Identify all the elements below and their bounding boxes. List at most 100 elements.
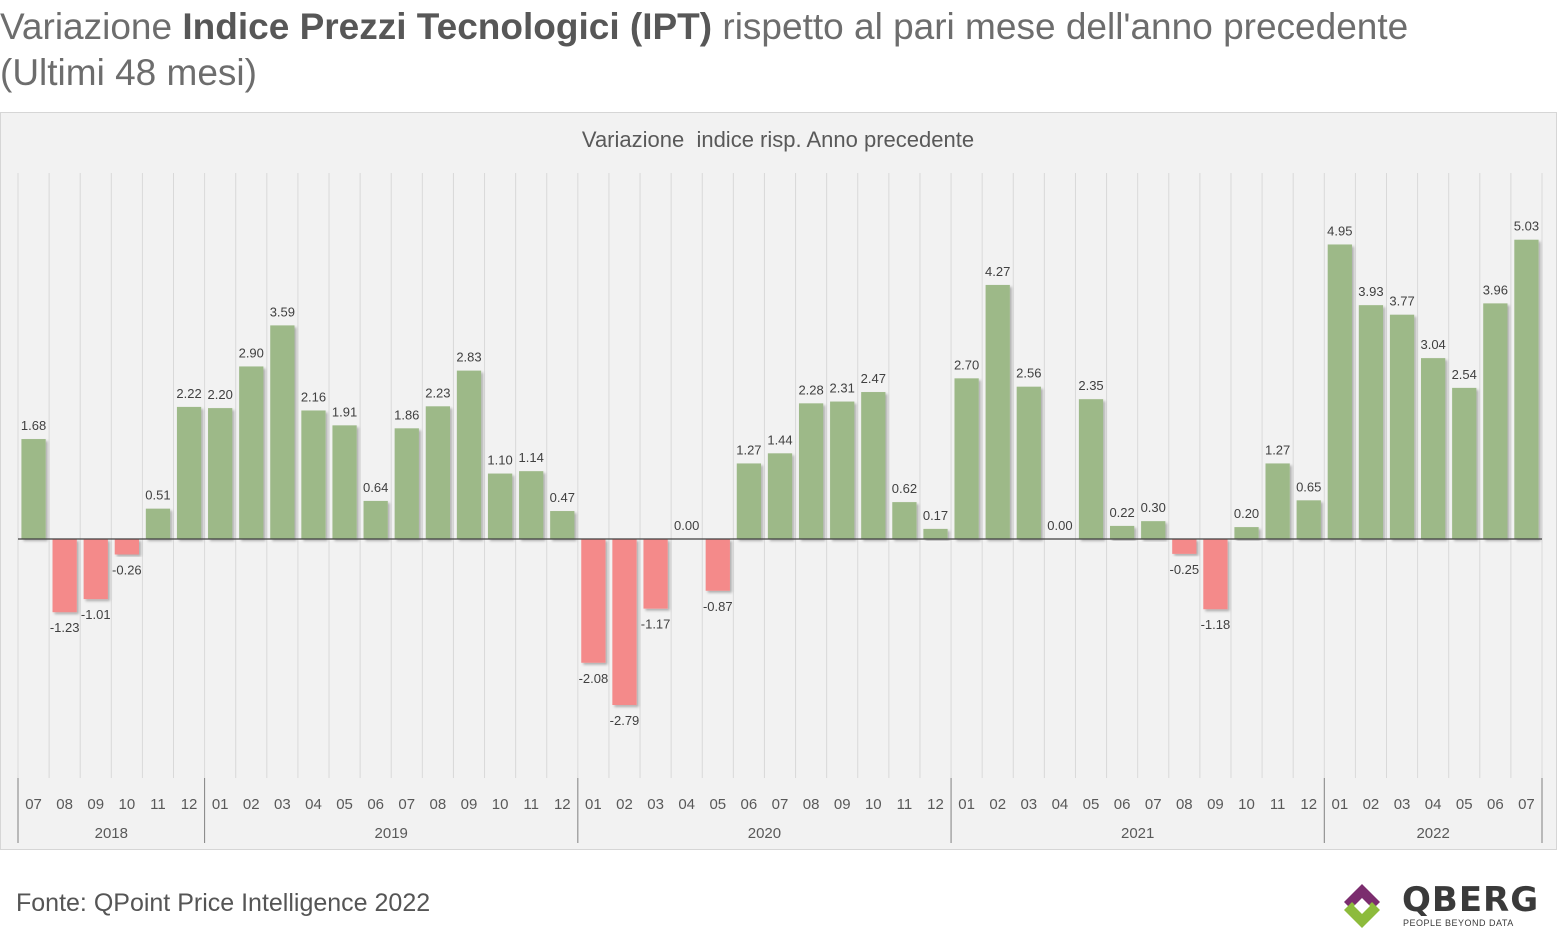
bar-36 xyxy=(1141,521,1165,539)
month-tick-label-15: 10 xyxy=(492,796,509,813)
month-tick-label-2: 09 xyxy=(87,796,104,813)
data-label-48: 5.03 xyxy=(1514,219,1539,234)
bar-22 xyxy=(706,539,730,591)
bar-48 xyxy=(1514,240,1538,539)
month-tick-label-35: 06 xyxy=(1114,796,1131,813)
month-tick-label-39: 10 xyxy=(1238,796,1255,813)
heading-line2: (Ultimi 48 mesi) xyxy=(0,52,257,93)
year-label-2019: 2019 xyxy=(375,825,408,842)
data-label-15: 1.10 xyxy=(487,453,512,468)
data-label-22: -0.87 xyxy=(703,599,733,614)
month-tick-label-8: 03 xyxy=(274,796,291,813)
bar-chart: Variazione indice risp. Anno precedente … xyxy=(1,113,1556,849)
month-tick-label-1: 08 xyxy=(56,796,73,813)
month-tick-label-4: 11 xyxy=(150,796,166,813)
data-label-43: 3.93 xyxy=(1358,284,1383,299)
bar-2 xyxy=(84,539,108,599)
data-label-12: 1.86 xyxy=(394,407,419,422)
data-label-36: 0.30 xyxy=(1141,500,1166,515)
qberg-logo: QBERG PEOPLE BEYOND DATA xyxy=(1340,880,1540,932)
bar-6 xyxy=(208,408,232,539)
data-label-13: 2.23 xyxy=(425,385,450,400)
data-label-35: 0.22 xyxy=(1109,505,1134,520)
month-tick-label-12: 07 xyxy=(398,796,415,813)
data-label-23: 1.27 xyxy=(736,442,761,457)
data-label-8: 3.59 xyxy=(270,304,295,319)
bar-35 xyxy=(1110,526,1134,539)
data-label-47: 3.96 xyxy=(1483,282,1508,297)
data-label-2: -1.01 xyxy=(81,607,111,622)
bar-42 xyxy=(1328,244,1352,539)
data-label-7: 2.90 xyxy=(239,345,264,360)
bar-45 xyxy=(1421,358,1445,539)
logo-tagline: PEOPLE BEYOND DATA xyxy=(1403,918,1514,928)
data-label-30: 2.70 xyxy=(954,357,979,372)
data-label-31: 4.27 xyxy=(985,264,1010,279)
bar-43 xyxy=(1359,305,1383,539)
data-label-9: 2.16 xyxy=(301,389,326,404)
data-label-4: 0.51 xyxy=(145,488,170,503)
month-tick-label-27: 10 xyxy=(865,796,882,813)
month-tick-label-29: 12 xyxy=(927,796,944,813)
heading-bold: Indice Prezzi Tecnologici (IPT) xyxy=(182,6,712,47)
heading-suffix: rispetto al pari mese dell'anno preceden… xyxy=(712,6,1408,47)
source-note: Fonte: QPoint Price Intelligence 2022 xyxy=(16,889,430,918)
bar-17 xyxy=(550,511,574,539)
month-tick-label-46: 05 xyxy=(1456,796,1473,813)
data-label-38: -1.18 xyxy=(1201,617,1231,632)
month-tick-label-20: 03 xyxy=(647,796,664,813)
bar-12 xyxy=(395,428,419,539)
bar-24 xyxy=(768,453,792,539)
bar-47 xyxy=(1483,303,1507,539)
year-label-2018: 2018 xyxy=(95,825,128,842)
data-label-27: 2.47 xyxy=(861,371,886,386)
month-tick-label-28: 11 xyxy=(897,796,913,813)
bar-0 xyxy=(21,439,45,539)
bar-9 xyxy=(301,410,325,539)
month-tick-label-25: 08 xyxy=(803,796,820,813)
month-tick-label-18: 01 xyxy=(585,796,602,813)
bar-30 xyxy=(954,378,978,539)
bar-1 xyxy=(53,539,77,612)
data-label-29: 0.17 xyxy=(923,508,948,523)
month-tick-label-40: 11 xyxy=(1270,796,1286,813)
bar-41 xyxy=(1297,500,1321,539)
data-label-24: 1.44 xyxy=(767,432,792,447)
month-tick-label-30: 01 xyxy=(958,796,975,813)
data-label-1: -1.23 xyxy=(50,620,80,635)
month-tick-label-19: 02 xyxy=(616,796,633,813)
bar-32 xyxy=(1017,387,1041,539)
data-label-16: 1.14 xyxy=(519,450,544,465)
data-label-21: 0.00 xyxy=(674,518,699,533)
data-label-46: 2.54 xyxy=(1452,367,1477,382)
bar-37 xyxy=(1172,539,1196,554)
data-label-28: 0.62 xyxy=(892,481,917,496)
bar-7 xyxy=(239,366,263,539)
bar-5 xyxy=(177,407,201,539)
month-tick-label-21: 04 xyxy=(678,796,695,813)
month-tick-label-3: 10 xyxy=(119,796,136,813)
month-tick-label-24: 07 xyxy=(772,796,789,813)
month-tick-label-16: 11 xyxy=(523,796,539,813)
page-heading: Variazione Indice Prezzi Tecnologici (IP… xyxy=(0,4,1557,96)
bar-27 xyxy=(861,392,885,539)
bar-20 xyxy=(643,539,667,609)
month-tick-label-43: 02 xyxy=(1363,796,1380,813)
year-label-2021: 2021 xyxy=(1121,825,1154,842)
chart-frame: Variazione indice risp. Anno precedente … xyxy=(0,112,1557,850)
bar-28 xyxy=(892,502,916,539)
bar-34 xyxy=(1079,399,1103,539)
bar-13 xyxy=(426,406,450,539)
month-tick-label-11: 06 xyxy=(367,796,384,813)
month-tick-label-38: 09 xyxy=(1207,796,1224,813)
chart-title: Variazione indice risp. Anno precedente xyxy=(582,127,974,152)
bar-39 xyxy=(1234,527,1258,539)
data-label-42: 4.95 xyxy=(1327,223,1352,238)
data-label-0: 1.68 xyxy=(21,418,46,433)
month-tick-label-31: 02 xyxy=(989,796,1006,813)
month-tick-label-23: 06 xyxy=(741,796,758,813)
month-tick-label-14: 09 xyxy=(461,796,478,813)
bar-10 xyxy=(332,425,356,539)
month-tick-label-7: 02 xyxy=(243,796,260,813)
month-tick-label-36: 07 xyxy=(1145,796,1162,813)
